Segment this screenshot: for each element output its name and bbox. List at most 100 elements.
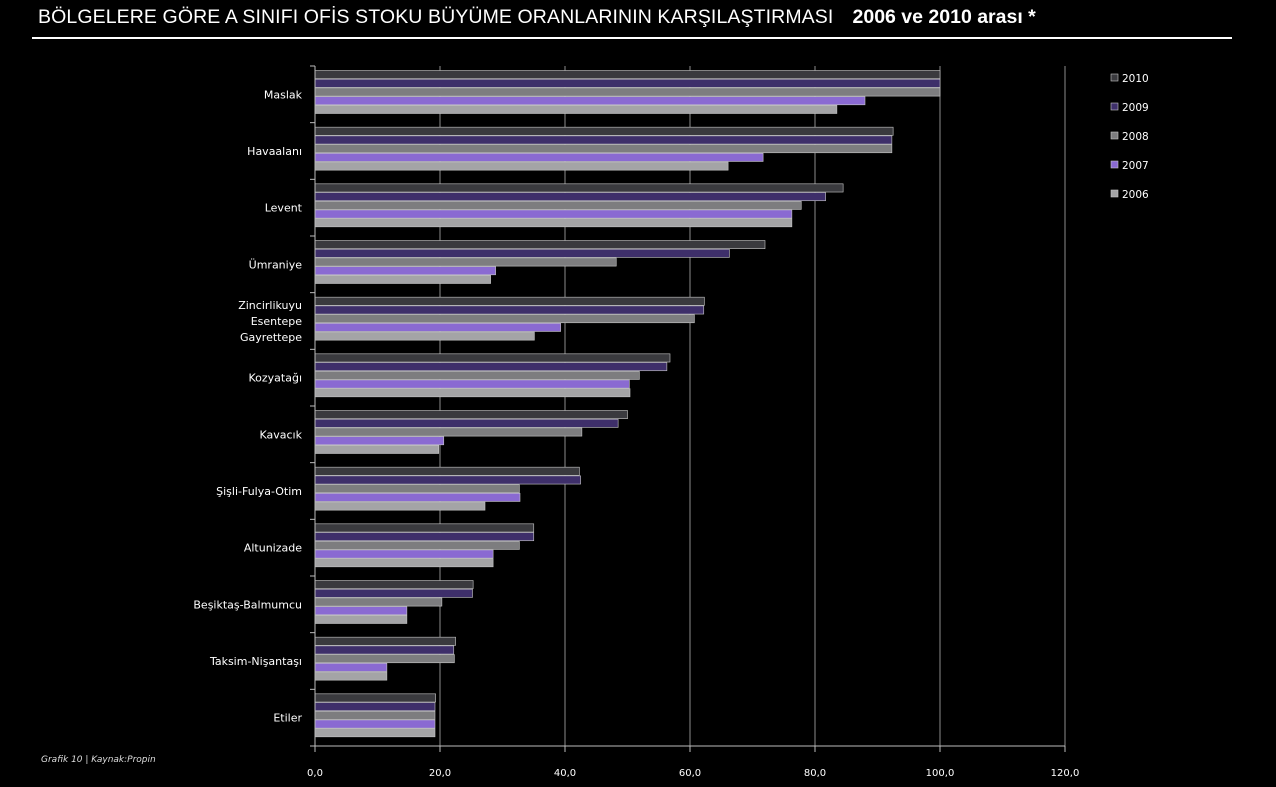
- bar-2006-3: [314, 274, 491, 284]
- bar-2008-6: [314, 427, 583, 437]
- legend-label-2009: 2009: [1122, 102, 1149, 114]
- bar-2007-0: [314, 96, 866, 106]
- bar-2009-3: [314, 248, 730, 258]
- legend-label-2007: 2007: [1122, 160, 1149, 172]
- bar-2007-11: [314, 719, 436, 729]
- source-note: Grafik 10 | Kaynak:Propin: [41, 755, 156, 765]
- bar-2008-11: [314, 710, 436, 720]
- category-label: Havaalanı: [247, 145, 302, 158]
- category-label: Altunizade: [244, 542, 302, 555]
- legend-label-2010: 2010: [1122, 73, 1149, 85]
- gridlines: [439, 66, 1066, 746]
- bar-2008-9: [314, 597, 443, 607]
- category-label: Beşiktaş-Balmumcu: [193, 598, 302, 611]
- x-tick-label: 0,0: [307, 768, 323, 779]
- bar-2010-3: [314, 240, 766, 249]
- bar-2006-5: [314, 388, 631, 398]
- bar-2009-1: [314, 135, 893, 145]
- x-tick-label: 80,0: [804, 768, 826, 779]
- legend-swatch-2010: [1110, 73, 1119, 82]
- bar-2008-10: [314, 654, 455, 664]
- bar-2009-10: [314, 645, 455, 655]
- bar-2006-0: [314, 105, 838, 114]
- bars: [314, 70, 941, 738]
- bar-2006-11: [314, 728, 436, 738]
- bar-2006-10: [314, 671, 388, 681]
- bar-2008-3: [314, 257, 617, 267]
- chart-title: BÖLGELERE GÖRE A SINIFI OFİS STOKU BÜYÜM…: [38, 6, 834, 28]
- bar-2008-7: [314, 484, 520, 494]
- bar-2009-9: [314, 588, 473, 598]
- bar-2008-1: [314, 144, 893, 154]
- bar-2007-5: [314, 379, 630, 389]
- category-label: Maslak: [264, 88, 303, 101]
- bar-2006-2: [314, 218, 793, 228]
- legend-swatch-2008: [1110, 131, 1119, 140]
- bar-2009-5: [314, 362, 668, 372]
- chart-title-wrap: BÖLGELERE GÖRE A SINIFI OFİS STOKU BÜYÜM…: [38, 6, 1238, 34]
- category-label: Gayrettepe: [240, 331, 302, 344]
- bar-2010-2: [314, 183, 844, 193]
- bar-2006-4: [314, 331, 535, 341]
- legend-swatch-2006: [1110, 189, 1119, 198]
- bar-2006-1: [314, 161, 729, 171]
- bar-2008-0: [314, 87, 941, 97]
- x-tick-labels: 0,0 20,0 40,0 60,0 80,0 100,0 120,0: [307, 768, 1079, 779]
- bar-2009-4: [314, 305, 705, 315]
- category-label: Etiler: [273, 712, 302, 725]
- bar-2007-2: [314, 209, 793, 219]
- bar-2010-0: [314, 70, 941, 79]
- legend-swatch-2007: [1110, 160, 1119, 169]
- legend: 2010 2009 2008 2007 2006: [1110, 73, 1149, 201]
- bar-2010-5: [314, 353, 671, 363]
- bar-2006-6: [314, 444, 440, 454]
- category-label: Kozyatağı: [248, 372, 302, 385]
- category-label: Taksim-Nişantaşı: [209, 655, 302, 668]
- category-label: Esentepe: [251, 315, 302, 328]
- bar-2009-2: [314, 192, 826, 202]
- bar-2007-6: [314, 436, 445, 446]
- chart-subtitle: 2006 ve 2010 arası *: [852, 6, 1036, 28]
- bar-2010-4: [314, 296, 705, 306]
- x-tick-label: 60,0: [679, 768, 701, 779]
- bar-2009-11: [314, 702, 436, 712]
- x-tick-label: 20,0: [429, 768, 451, 779]
- bar-2007-7: [314, 492, 521, 502]
- bar-2007-4: [314, 322, 561, 332]
- x-tick-label: 100,0: [926, 768, 955, 779]
- legend-label-2008: 2008: [1122, 131, 1149, 143]
- category-label: Şişli-Fulya-Otim: [216, 485, 302, 498]
- bar-2009-8: [314, 532, 535, 542]
- bar-2009-0: [314, 78, 941, 88]
- axes: [310, 65, 1066, 752]
- category-label: Kavacık: [260, 428, 303, 441]
- bar-2009-7: [314, 475, 581, 485]
- x-tick-label: 40,0: [554, 768, 576, 779]
- bar-2008-4: [314, 314, 695, 324]
- title-underline: [32, 37, 1232, 39]
- legend-swatch-2009: [1110, 102, 1119, 111]
- bar-2010-1: [314, 126, 894, 136]
- bar-2007-9: [314, 606, 408, 616]
- bar-2010-11: [314, 693, 436, 703]
- bar-2007-8: [314, 549, 494, 559]
- bar-2008-8: [314, 540, 520, 550]
- category-label: Levent: [265, 202, 303, 215]
- legend-label-2006: 2006: [1122, 189, 1149, 201]
- bar-2010-9: [314, 580, 474, 589]
- bar-2010-10: [314, 636, 456, 646]
- bar-2010-6: [314, 410, 628, 419]
- x-tick-label: 120,0: [1051, 768, 1080, 779]
- bar-2008-5: [314, 370, 640, 380]
- bar-2007-10: [314, 662, 388, 672]
- bar-2007-1: [314, 152, 764, 162]
- bar-2007-3: [314, 266, 496, 276]
- bar-2006-9: [314, 614, 408, 624]
- bar-2006-7: [314, 501, 486, 511]
- category-label: Zincirlikuyu: [238, 299, 302, 312]
- bar-2010-7: [314, 466, 580, 476]
- bar-2010-8: [314, 523, 535, 533]
- category-labels: Maslak Havaalanı Levent Ümraniye Zincirlikuy…: [193, 88, 302, 724]
- bar-2008-2: [314, 200, 802, 210]
